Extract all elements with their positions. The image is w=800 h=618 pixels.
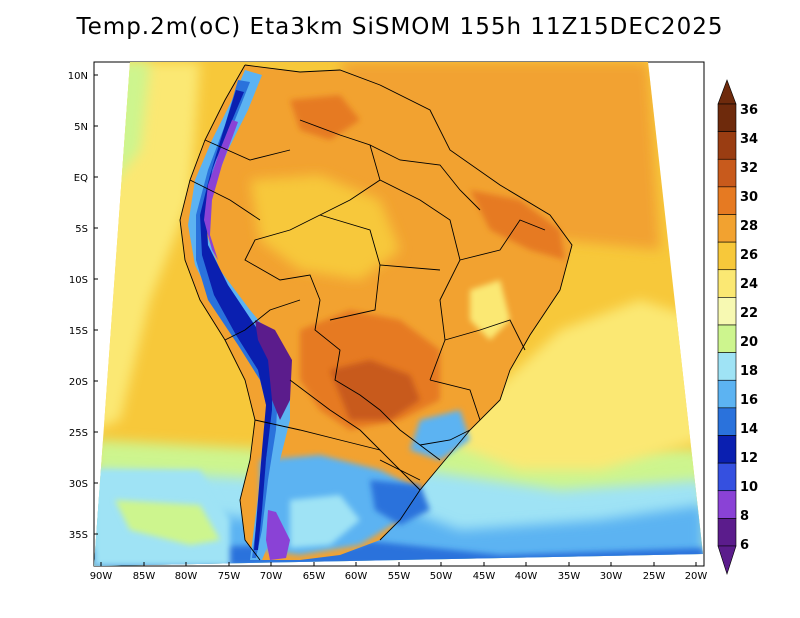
colorbar-label: 18 xyxy=(740,364,758,379)
lat-tick-label: 10N xyxy=(68,71,88,82)
colorbar-label: 22 xyxy=(740,306,758,321)
lon-tick-label: 20W xyxy=(685,571,708,582)
lon-tick-label: 60W xyxy=(345,571,368,582)
colorbar-label: 30 xyxy=(740,190,758,205)
latitude-axis: 10N 5N EQ 5S 10S 15S 20S 25S 30S 35S xyxy=(68,71,98,541)
colorbar-label: 20 xyxy=(740,335,758,350)
colorbar-swatch xyxy=(717,462,737,492)
colorbar-bottom-arrow xyxy=(717,545,737,575)
lon-tick-label: 40W xyxy=(515,571,538,582)
lat-tick-label: EQ xyxy=(74,173,88,184)
colorbar: 36 34 32 30 28 26 24 22 20 18 16 14 12 10 8 6 xyxy=(717,79,758,575)
colorbar-label: 10 xyxy=(740,480,758,495)
colorbar-label: 8 xyxy=(740,509,749,524)
colorbar-swatch xyxy=(717,407,737,436)
colorbar-label: 36 xyxy=(740,103,758,118)
colorbar-label: 6 xyxy=(740,538,749,553)
colorbar-swatch xyxy=(717,435,737,464)
lat-tick-label: 25S xyxy=(69,428,88,439)
lon-tick-label: 90W xyxy=(90,571,113,582)
colorbar-label: 34 xyxy=(740,132,758,147)
colorbar-swatch xyxy=(717,379,737,409)
colorbar-label: 32 xyxy=(740,161,758,176)
colorbar-swatch xyxy=(717,214,737,243)
lon-tick-label: 85W xyxy=(133,571,156,582)
colorbar-label: 24 xyxy=(740,277,758,292)
colorbar-swatch xyxy=(717,518,737,547)
lon-tick-label: 75W xyxy=(218,571,241,582)
colorbar-swatch xyxy=(717,103,737,132)
colorbar-swatch xyxy=(717,352,737,381)
colorbar-swatch xyxy=(717,158,737,188)
longitude-axis: 90W 85W 80W 75W 70W 65W 60W 55W 50W 45W … xyxy=(90,562,708,582)
lon-tick-label: 70W xyxy=(260,571,283,582)
lat-tick-label: 5N xyxy=(74,122,88,133)
political-borders xyxy=(179,64,573,561)
lon-tick-label: 25W xyxy=(643,571,666,582)
colorbar-swatch xyxy=(717,269,737,298)
lon-tick-label: 65W xyxy=(303,571,326,582)
colorbar-swatch xyxy=(717,131,737,160)
lon-tick-label: 55W xyxy=(388,571,411,582)
lat-tick-label: 30S xyxy=(69,479,88,490)
colorbar-swatch xyxy=(717,241,737,271)
lon-tick-label: 80W xyxy=(175,571,198,582)
temperature-field xyxy=(94,62,703,566)
lat-tick-label: 20S xyxy=(69,377,88,388)
colorbar-label: 16 xyxy=(740,393,758,408)
lon-tick-label: 30W xyxy=(600,571,623,582)
colorbar-swatch xyxy=(717,297,737,326)
colorbar-label: 28 xyxy=(740,219,758,234)
colorbar-swatch xyxy=(717,186,737,215)
colorbar-swatch xyxy=(717,324,737,353)
map-title: Temp.2m(oC) Eta3km SiSMOM 155h 11Z15DEC2… xyxy=(76,14,724,40)
lat-tick-label: 10S xyxy=(69,275,88,286)
lon-tick-label: 50W xyxy=(430,571,453,582)
colorbar-swatch xyxy=(717,490,737,519)
lat-tick-label: 35S xyxy=(69,530,88,541)
lon-tick-label: 45W xyxy=(473,571,496,582)
lon-tick-label: 35W xyxy=(558,571,581,582)
lat-tick-label: 5S xyxy=(75,224,88,235)
colorbar-top-arrow xyxy=(717,79,737,105)
lat-tick-label: 15S xyxy=(69,326,88,337)
colorbar-label: 26 xyxy=(740,248,758,263)
colorbar-label: 14 xyxy=(740,422,758,437)
colorbar-label: 12 xyxy=(740,451,758,466)
